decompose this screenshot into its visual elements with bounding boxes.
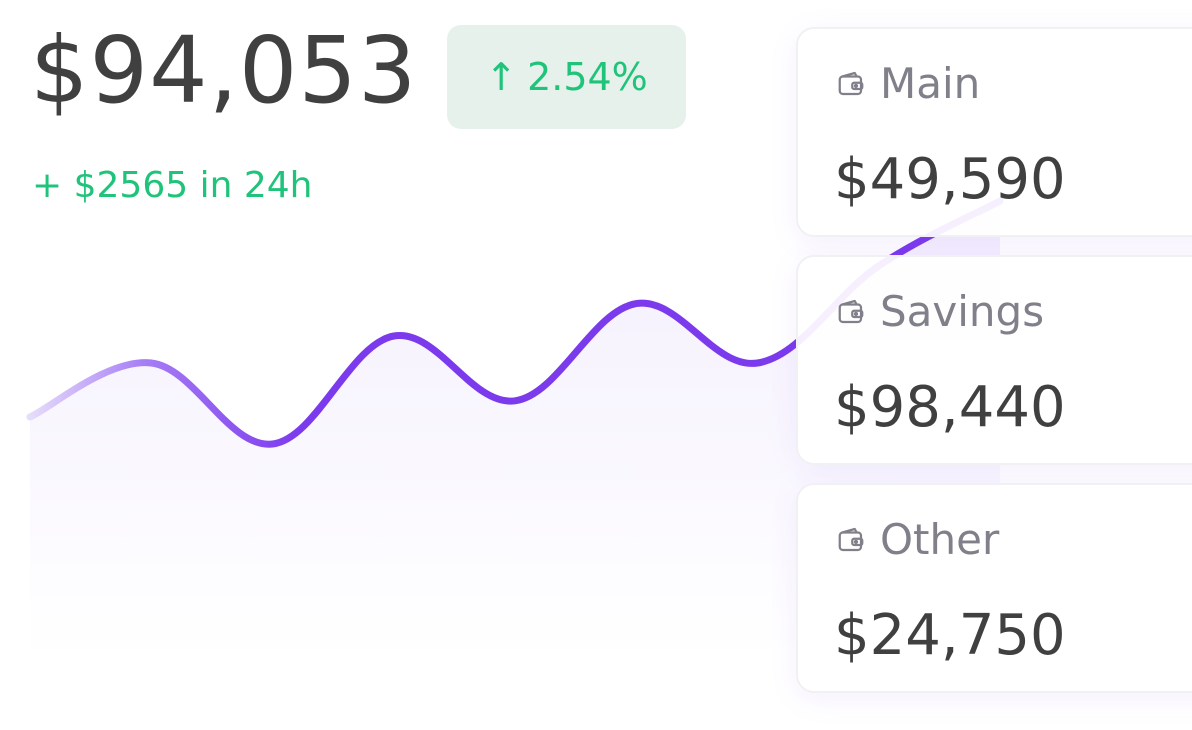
change-percent-value: 2.54% [527,55,648,99]
chart-area [30,201,1000,660]
wallet-amount: $49,590 [834,147,1066,212]
wallet-label-row: Main [836,59,980,108]
wallet-icon [838,299,864,323]
wallet-label-row: Savings [836,287,1044,336]
change-24h-text: + $2565 in 24h [32,165,313,206]
wallet-icon [838,71,864,95]
wallet-card-main[interactable]: Main $49,590 [796,27,1192,237]
wallet-amount: $98,440 [834,375,1066,440]
wallet-name: Savings [880,287,1045,336]
wallet-card-savings[interactable]: Savings $98,440 [796,255,1192,465]
wallet-label-row: Other [836,515,999,564]
change-percent-badge: ↑ 2.54% [447,25,686,129]
wallet-name: Other [880,515,1000,564]
arrow-up-icon: ↑ [485,55,518,99]
total-balance: $94,053 [30,17,418,124]
wallet-card-other[interactable]: Other $24,750 [796,483,1192,693]
wallet-name: Main [880,59,981,108]
wallet-icon [838,527,864,551]
wallet-amount: $24,750 [834,603,1066,668]
